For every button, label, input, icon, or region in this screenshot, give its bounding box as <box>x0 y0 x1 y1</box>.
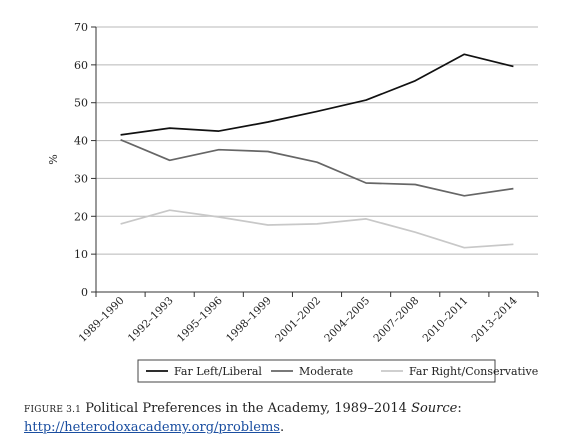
y-tick-label: 40 <box>74 135 88 148</box>
y-tick-label: 60 <box>74 59 88 72</box>
series-lines <box>120 53 514 249</box>
y-tick-label: 70 <box>74 21 88 34</box>
x-tick-label: 2001–2002 <box>273 295 323 345</box>
x-tick-label: 2004–2005 <box>322 295 372 345</box>
y-tick-label: 30 <box>74 172 88 185</box>
series-line <box>120 139 514 197</box>
x-tick-label: 1995–1996 <box>175 294 225 344</box>
legend-box <box>137 359 496 383</box>
figure-title: Political Preferences in the Academy, 19… <box>85 401 407 416</box>
source-label: Source <box>411 401 458 416</box>
series-line <box>120 53 514 136</box>
x-axis: 1989–1990 1992–1993 1995–1996 1998–1999 2001… <box>77 291 539 345</box>
x-tick-label: 2010–2011 <box>420 295 470 345</box>
series-line <box>120 209 514 249</box>
y-axis: 0 10 20 30 40 50 60 70% <box>47 21 97 299</box>
legend-label: Far Left/Liberal <box>174 365 262 378</box>
legend-label: Moderate <box>299 365 353 378</box>
link-period: . <box>279 420 285 435</box>
x-tick-label: 1989–1990 <box>77 295 127 345</box>
gridlines <box>96 26 538 255</box>
y-tick-label: 20 <box>74 210 88 223</box>
legend-label: Far Right/Conservative <box>409 365 538 378</box>
y-axis-title: % <box>47 154 60 164</box>
line-chart: 0 10 20 30 40 50 60 70% 1989–1990 1992–1993 1995–… <box>47 21 539 383</box>
figure-label: FIGURE 3.1 <box>24 405 82 415</box>
y-tick-label: 50 <box>74 97 88 110</box>
x-tick-label: 1992–1993 <box>126 295 176 345</box>
x-tick-label: 2007–2008 <box>371 295 421 345</box>
source-colon: : <box>457 401 462 416</box>
y-tick-label: 0 <box>81 286 88 299</box>
figure-caption: FIGURE 3.1 Political Preferences in the … <box>24 400 462 437</box>
y-tick-label: 10 <box>74 248 88 261</box>
x-tick-label: 2013–2014 <box>470 294 520 344</box>
source-link[interactable]: http://heterodoxacademy.org/problems <box>24 420 280 435</box>
legend: Far Left/Liberal Moderate Far Right/Conser… <box>137 359 538 383</box>
x-tick-label: 1998–1999 <box>224 295 274 345</box>
